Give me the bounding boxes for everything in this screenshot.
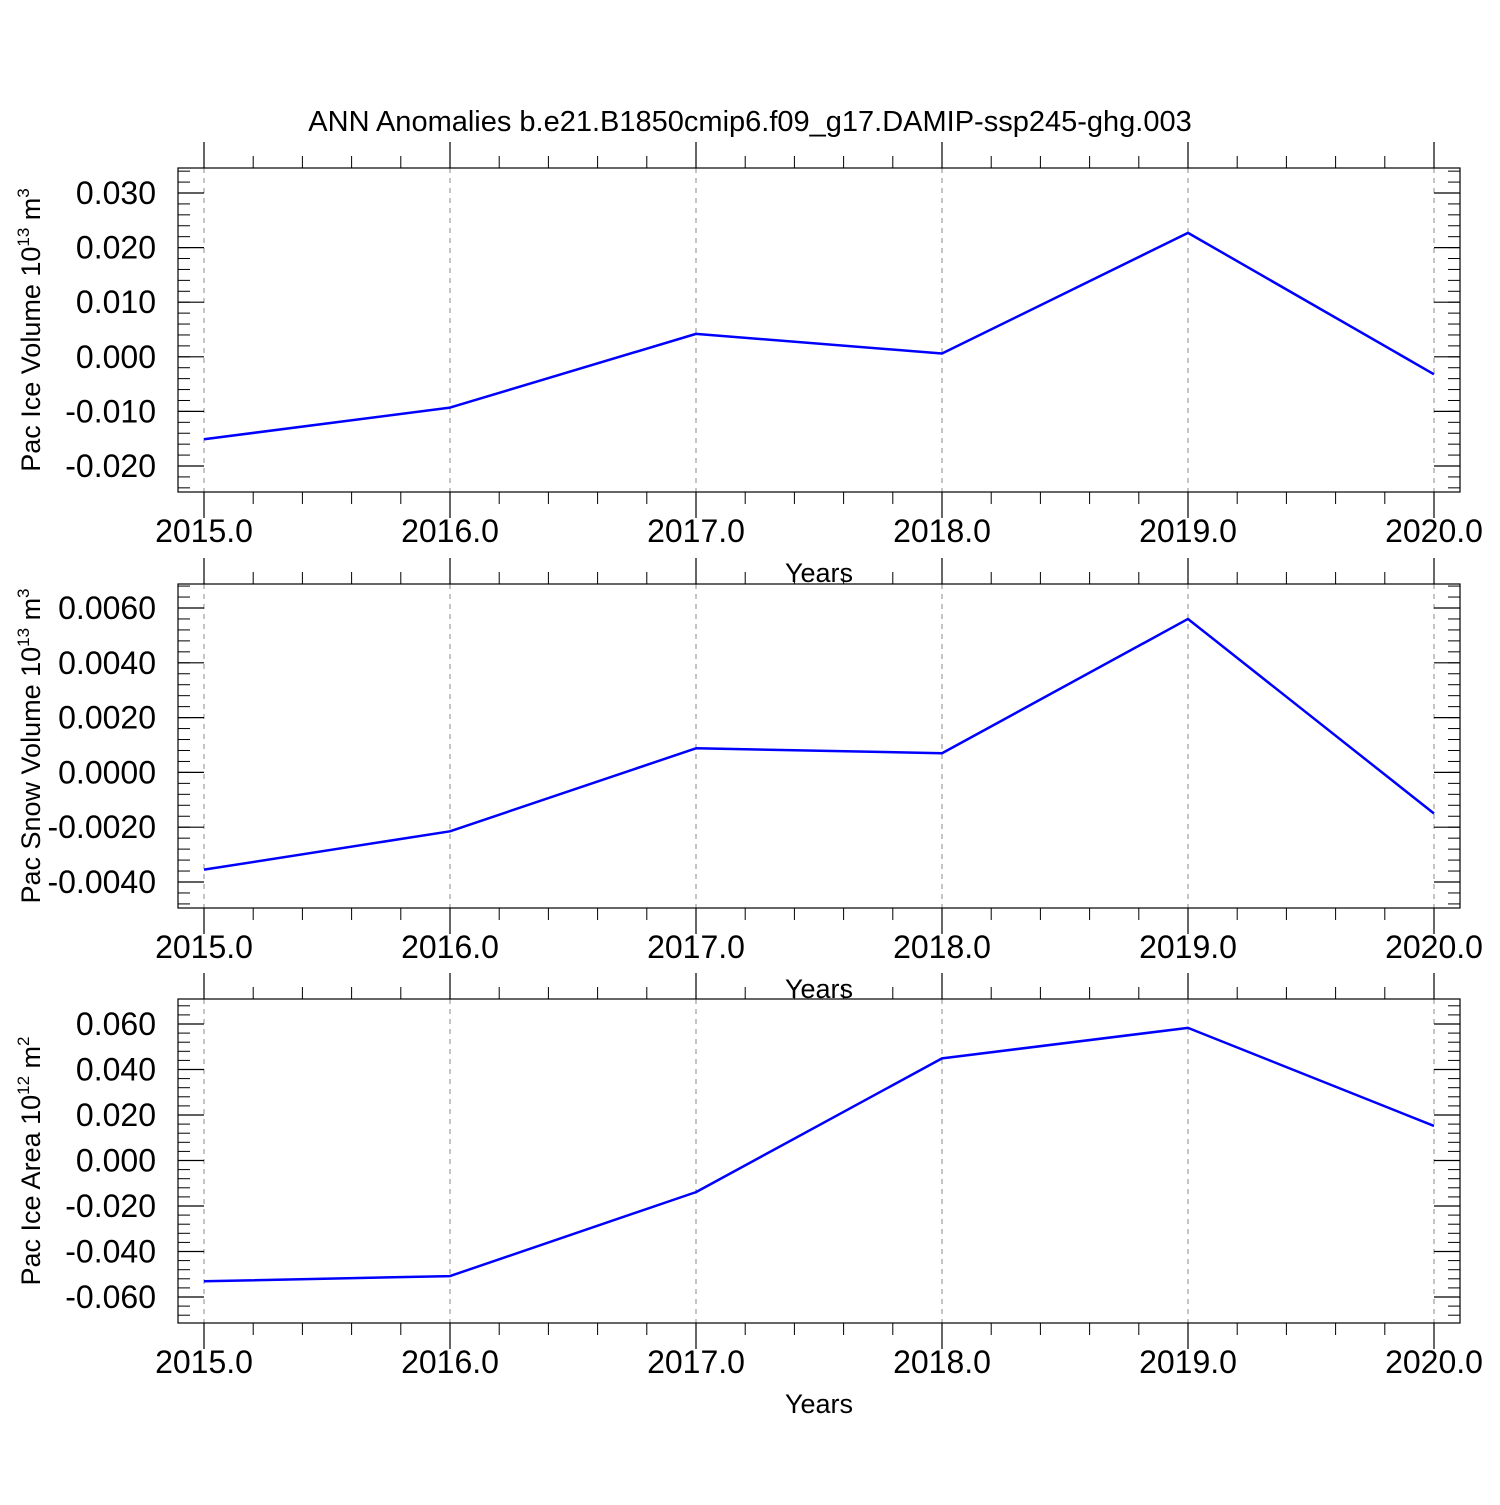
x-axis-label: Years [785, 558, 853, 588]
y-tick-label: 0.000 [76, 1143, 156, 1179]
y-tick-label: 0.0060 [58, 590, 156, 626]
x-tick-label: 2020.0 [1385, 929, 1483, 965]
y-axis-label-exponent: 13 [14, 628, 33, 647]
x-tick-label: 2017.0 [647, 1344, 745, 1380]
x-tick-label: 2019.0 [1139, 1344, 1237, 1380]
x-tick-label: 2018.0 [893, 513, 991, 549]
y-tick-label: 0.010 [76, 284, 156, 320]
y-axis-label-unit: m [16, 1046, 46, 1076]
series-line [203, 617, 1435, 871]
y-axis-label-unit: m [16, 598, 46, 628]
y-axis-label-exponent: 13 [14, 228, 33, 247]
x-tick-label: 2015.0 [155, 929, 253, 965]
x-tick-label: 2017.0 [647, 929, 745, 965]
y-axis-label-text: Pac Snow Volume 10 [16, 647, 46, 904]
y-tick-label: 0.0020 [58, 700, 156, 736]
x-tick-label: 2017.0 [647, 513, 745, 549]
x-tick-label: 2016.0 [401, 929, 499, 965]
y-axis-label-unit-exponent: 3 [14, 188, 33, 197]
y-tick-label: -0.010 [65, 393, 156, 429]
x-tick-label: 2019.0 [1139, 513, 1237, 549]
y-tick-label: 0.0000 [58, 754, 156, 790]
y-axis-label-unit-exponent: 2 [14, 1036, 33, 1045]
x-tick-label: 2018.0 [893, 1344, 991, 1380]
y-tick-label: -0.060 [65, 1279, 156, 1315]
y-tick-label: 0.0040 [58, 645, 156, 681]
y-tick-label: 0.060 [76, 1006, 156, 1042]
x-tick-label: 2016.0 [401, 513, 499, 549]
x-tick-label: 2018.0 [893, 929, 991, 965]
y-axis-label-unit: m [16, 198, 46, 228]
plot-frame [177, 583, 1461, 909]
y-tick-label: -0.020 [65, 1188, 156, 1224]
y-tick-label: -0.0020 [47, 809, 156, 845]
y-tick-label: 0.040 [76, 1052, 156, 1088]
figure-title: ANN Anomalies b.e21.B1850cmip6.f09_g17.D… [308, 106, 1191, 138]
x-tick-label: 2016.0 [401, 1344, 499, 1380]
y-axis-label: Pac Ice Volume 1013 m3 [14, 188, 46, 472]
panel-2: 2015.0 2016.0 2017.0 2018.0 2019.0 2020.0 Year… [14, 558, 1483, 1004]
x-tick-label: 2020.0 [1385, 513, 1483, 549]
y-axis-label-unit-exponent: 3 [14, 588, 33, 597]
series-line [203, 1026, 1435, 1283]
y-axis-label-text: Pac Ice Volume 10 [16, 247, 46, 472]
x-tick-label: 2019.0 [1139, 929, 1237, 965]
y-tick-label: -0.0040 [47, 864, 156, 900]
y-tick-label: -0.040 [65, 1234, 156, 1270]
x-tick-label: 2015.0 [155, 513, 253, 549]
y-tick-label: -0.020 [65, 448, 156, 484]
y-tick-label: 0.030 [76, 175, 156, 211]
y-tick-label: 0.020 [76, 1097, 156, 1133]
y-axis-label: Pac Ice Area 1012 m2 [14, 1036, 46, 1285]
x-tick-label: 2020.0 [1385, 1344, 1483, 1380]
plot-frame [177, 167, 1461, 493]
panel-1: 2015.0 2016.0 2017.0 2018.0 2019.0 2020.0 Year… [14, 142, 1483, 588]
panel-3: 2015.0 2016.0 2017.0 2018.0 2019.0 2020.0 Year… [14, 973, 1483, 1419]
y-tick-label: 0.000 [76, 339, 156, 375]
plot-frame [177, 998, 1461, 1324]
y-axis-label-text: Pac Ice Area 10 [16, 1095, 46, 1286]
y-tick-label: 0.020 [76, 230, 156, 266]
y-axis-label-exponent: 12 [14, 1076, 33, 1095]
series-line [203, 231, 1435, 441]
y-axis-label: Pac Snow Volume 1013 m3 [14, 588, 46, 903]
x-tick-label: 2015.0 [155, 1344, 253, 1380]
x-axis-label: Years [785, 1389, 853, 1419]
